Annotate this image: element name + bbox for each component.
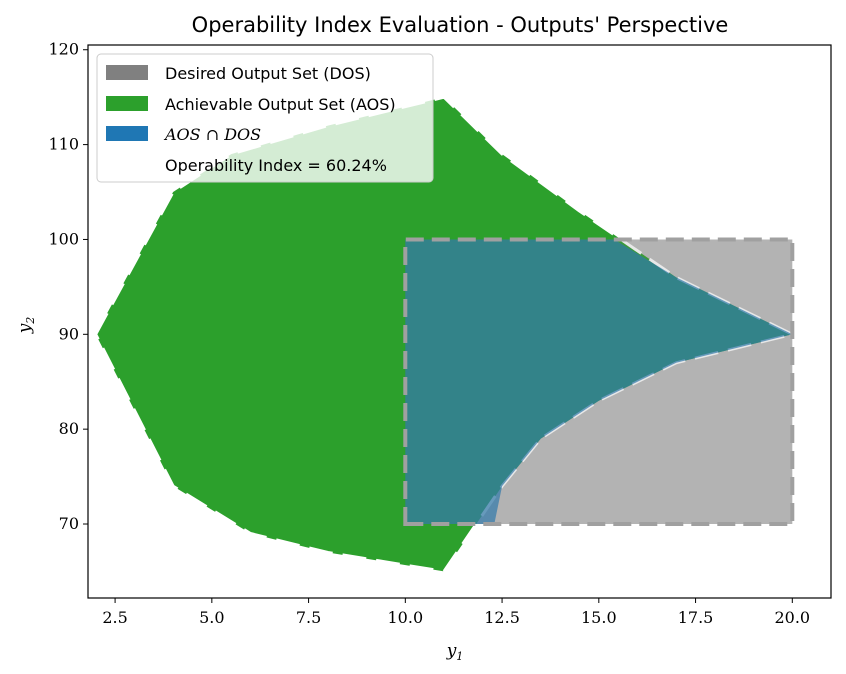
chart-title: Operability Index Evaluation - Outputs' … — [192, 13, 729, 37]
region-dos-outline — [403, 237, 795, 526]
legend-swatch-intersection — [106, 126, 148, 141]
y-tick-label: 70 — [59, 514, 79, 533]
legend-swatch-dos — [106, 65, 148, 80]
x-tick-label: 17.5 — [678, 608, 714, 627]
legend-label-dos: Desired Output Set (DOS) — [165, 64, 371, 83]
y-tick-label: 90 — [59, 324, 79, 343]
y-tick-label: 80 — [59, 419, 79, 438]
legend-label-intersection: AOS ∩ DOS — [163, 125, 261, 144]
x-axis: 2.5 5.0 7.5 10.0 12.5 15.0 17.5 20.0 — [102, 598, 810, 627]
x-tick-label: 7.5 — [296, 608, 321, 627]
y-tick-label: 120 — [48, 40, 79, 59]
x-tick-label: 12.5 — [484, 608, 520, 627]
y-tick-label: 110 — [48, 135, 79, 154]
legend-box — [96, 53, 434, 183]
x-tick-label: 20.0 — [774, 608, 810, 627]
x-tick-label: 2.5 — [102, 608, 127, 627]
operability-index-annotation: Operability Index = 60.24% — [165, 156, 387, 175]
y-tick-label: 100 — [48, 229, 79, 248]
plot-area — [94, 95, 795, 573]
x-tick-label: 5.0 — [199, 608, 224, 627]
y-axis: 70 80 90 100 110 120 — [48, 40, 88, 533]
y-axis-label: y2 — [15, 317, 37, 335]
x-tick-label: 15.0 — [581, 608, 617, 627]
x-axis-label: y1 — [446, 641, 464, 663]
region-intersection — [405, 239, 793, 524]
legend-label-aos: Achievable Output Set (AOS) — [165, 95, 396, 114]
axes-frame — [87, 44, 832, 599]
legend: Desired Output Set (DOS) Achievable Outp… — [96, 53, 434, 183]
legend-swatch-aos — [106, 96, 148, 111]
x-tick-label: 10.0 — [388, 608, 424, 627]
